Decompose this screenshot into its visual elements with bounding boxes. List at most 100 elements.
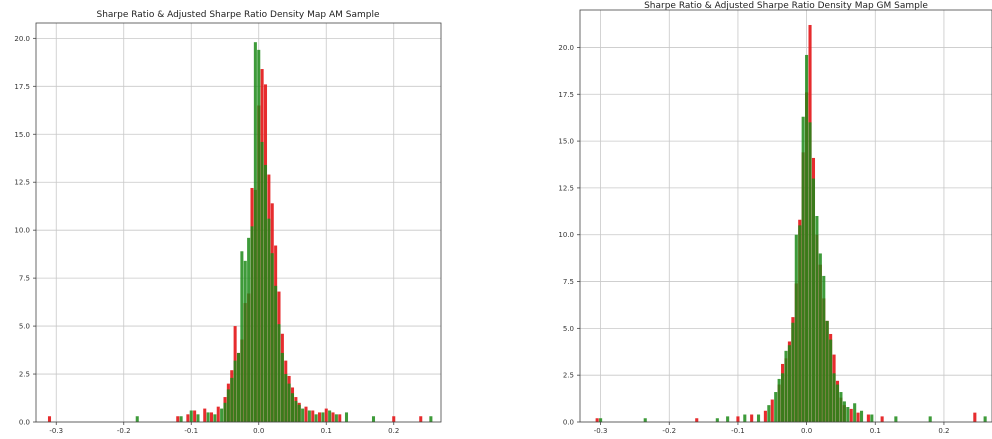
- red-histogram-bar: [770, 399, 774, 422]
- green-histogram-bar: [321, 412, 325, 422]
- chart-gm-sample: Sharpe Ratio & Adjusted Sharpe Ratio Den…: [558, 1, 992, 435]
- green-histogram-bar: [257, 49, 261, 422]
- green-histogram-bar: [189, 410, 193, 422]
- red-histogram-bar: [750, 414, 754, 422]
- green-histogram-bar: [818, 253, 822, 422]
- green-histogram-bar: [250, 226, 254, 422]
- green-histogram-bar: [263, 164, 268, 423]
- y-tick-label: 15.0: [14, 131, 30, 139]
- y-tick-label: 12.5: [558, 184, 574, 192]
- red-histogram-bar: [849, 408, 853, 422]
- red-histogram-bar: [209, 412, 214, 422]
- red-histogram-bar: [176, 416, 180, 422]
- green-histogram-bar: [270, 253, 274, 422]
- green-histogram-bar: [829, 339, 833, 422]
- green-histogram-bar: [811, 178, 816, 422]
- x-tick-label: -0.3: [594, 427, 608, 435]
- green-histogram-bar: [784, 350, 788, 422]
- green-histogram-bar: [859, 410, 864, 422]
- green-histogram-bar: [301, 408, 305, 422]
- chart-title: Sharpe Ratio & Adjusted Sharpe Ratio Den…: [96, 10, 379, 20]
- green-histogram-bar: [344, 412, 349, 422]
- red-histogram-bar: [324, 408, 328, 422]
- axes-frame: [35, 22, 442, 423]
- x-tick-label: -0.3: [49, 427, 63, 435]
- green-histogram-bar: [243, 260, 247, 422]
- green-histogram-bar: [794, 234, 798, 422]
- x-tick-label: -0.1: [731, 427, 745, 435]
- green-histogram-bar: [835, 384, 840, 422]
- y-tick-label: 20.0: [14, 35, 30, 43]
- green-histogram-bar: [284, 374, 288, 422]
- green-histogram-bar: [253, 42, 257, 423]
- green-histogram-bar: [825, 320, 829, 422]
- green-histogram-bar: [870, 414, 874, 422]
- green-histogram-bar: [815, 216, 819, 422]
- y-tick-label: 5.0: [563, 325, 574, 333]
- axes-frame: [579, 9, 992, 423]
- y-tick-label: 0.0: [563, 419, 574, 427]
- green-histogram-bar: [328, 410, 332, 422]
- green-histogram-bar: [599, 418, 603, 422]
- green-histogram-bar: [220, 408, 224, 422]
- y-tick-label: 20.0: [558, 44, 574, 52]
- x-tick-label: -0.2: [117, 427, 131, 435]
- green-histogram-bar: [853, 403, 857, 422]
- green-histogram-bar: [287, 383, 291, 422]
- green-histogram-bar: [798, 225, 802, 422]
- green-histogram-bar: [822, 275, 826, 422]
- green-histogram-bar: [135, 416, 139, 422]
- green-histogram-bar: [781, 373, 785, 422]
- green-histogram-bar: [290, 393, 295, 422]
- green-histogram-bar: [983, 416, 987, 422]
- green-histogram-bar: [767, 405, 771, 422]
- red-histogram-bar: [419, 416, 423, 422]
- green-histogram-bar: [846, 407, 850, 422]
- red-histogram-bar: [331, 412, 335, 422]
- green-histogram-bar: [743, 414, 747, 422]
- y-tick-label: 7.5: [19, 275, 30, 283]
- green-histogram-bar: [230, 377, 234, 422]
- y-tick-label: 5.0: [19, 323, 30, 331]
- y-tick-label: 10.0: [558, 231, 574, 239]
- x-tick-label: -0.2: [662, 427, 676, 435]
- green-histogram-bar: [894, 416, 898, 422]
- green-histogram-bar: [297, 404, 301, 422]
- red-histogram-bar: [216, 406, 220, 422]
- green-histogram-bar: [429, 416, 433, 422]
- red-histogram-bar: [973, 412, 977, 422]
- green-histogram-bar: [274, 285, 278, 422]
- green-histogram-bar: [233, 360, 237, 422]
- y-tick-label: 12.5: [14, 179, 30, 187]
- green-histogram-bar: [223, 402, 227, 422]
- green-histogram-bar: [206, 412, 210, 422]
- y-tick-label: 0.0: [19, 419, 30, 427]
- red-histogram-bar: [186, 414, 190, 422]
- red-histogram-bar: [193, 410, 197, 422]
- green-histogram-bar: [808, 122, 812, 422]
- red-histogram-bar: [311, 410, 315, 422]
- red-histogram-bar: [695, 418, 699, 422]
- y-tick-label: 7.5: [563, 278, 574, 286]
- x-tick-label: 0.2: [938, 427, 949, 435]
- green-histogram-bar: [801, 116, 805, 422]
- green-histogram-bar: [196, 414, 200, 422]
- x-tick-label: -0.1: [184, 427, 198, 435]
- green-histogram-bar: [791, 322, 795, 422]
- red-histogram-bar: [338, 414, 342, 422]
- x-tick-label: 0.0: [253, 427, 264, 435]
- red-histogram-bar: [304, 406, 308, 422]
- green-histogram-bar: [179, 416, 183, 422]
- green-histogram-bar: [280, 352, 284, 422]
- y-tick-label: 17.5: [14, 83, 30, 91]
- green-histogram-bar: [294, 400, 298, 422]
- x-tick-label: 0.2: [388, 427, 399, 435]
- y-tick-label: 2.5: [19, 371, 30, 379]
- green-histogram-bar: [226, 389, 230, 422]
- red-histogram-bar: [595, 418, 599, 422]
- green-histogram-bar: [260, 141, 264, 423]
- red-histogram-bar: [317, 412, 322, 422]
- red-histogram-bar: [736, 416, 740, 422]
- green-histogram-bar: [832, 373, 836, 422]
- chart-title: Sharpe Ratio & Adjusted Sharpe Ratio Den…: [644, 1, 928, 11]
